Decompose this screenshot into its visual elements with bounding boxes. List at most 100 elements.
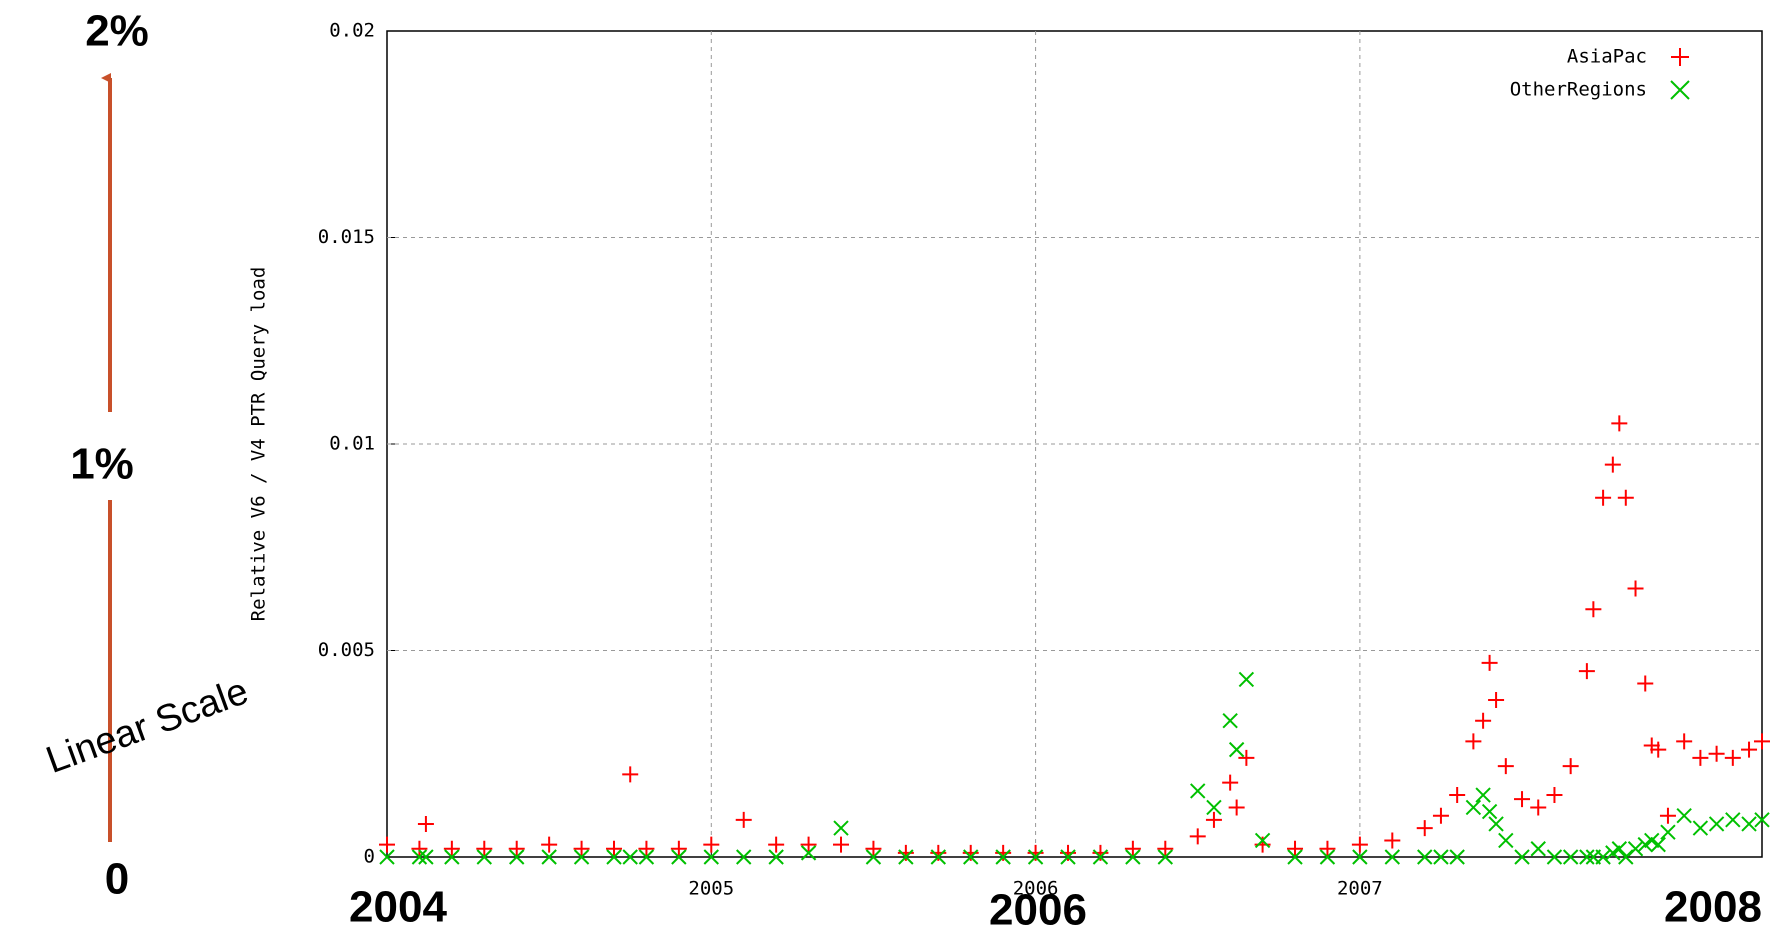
data-point bbox=[1384, 849, 1401, 865]
data-point bbox=[962, 844, 979, 861]
data-point bbox=[1514, 849, 1530, 865]
data-point bbox=[1546, 849, 1563, 865]
data-point bbox=[1189, 828, 1206, 845]
data-point bbox=[1725, 812, 1741, 828]
data-point bbox=[1676, 733, 1693, 750]
data-point bbox=[1604, 456, 1621, 473]
data-point bbox=[1660, 824, 1676, 840]
data-point bbox=[1692, 749, 1709, 766]
data-point bbox=[1650, 836, 1666, 853]
data-point bbox=[1319, 840, 1336, 857]
data-point bbox=[1530, 799, 1547, 816]
data-point bbox=[1206, 799, 1222, 816]
data-point bbox=[1475, 787, 1491, 803]
data-point bbox=[995, 844, 1012, 861]
data-point bbox=[1692, 820, 1709, 836]
data-point bbox=[638, 840, 655, 857]
data-point bbox=[1595, 849, 1611, 865]
annotation: Linear Scale bbox=[41, 670, 254, 782]
data-point bbox=[1741, 816, 1757, 832]
data-point bbox=[541, 836, 558, 853]
data-point bbox=[418, 849, 434, 865]
data-point bbox=[1124, 840, 1141, 857]
data-point bbox=[1416, 820, 1433, 837]
data-point bbox=[1228, 799, 1245, 816]
data-point bbox=[800, 845, 817, 861]
data-point bbox=[1562, 758, 1579, 775]
annotation: 1% bbox=[70, 440, 134, 489]
data-point bbox=[1352, 849, 1368, 865]
y-tick-label: 0 bbox=[364, 846, 375, 868]
data-point bbox=[1060, 844, 1077, 861]
data-point bbox=[898, 849, 914, 865]
data-point bbox=[1754, 812, 1770, 828]
data-point bbox=[1060, 849, 1076, 865]
data-point bbox=[1254, 832, 1271, 849]
data-point bbox=[1465, 799, 1482, 816]
data-point bbox=[736, 849, 752, 865]
data-point bbox=[1617, 489, 1634, 506]
data-point bbox=[1465, 733, 1482, 750]
data-point bbox=[1092, 849, 1109, 865]
data-point bbox=[1125, 849, 1141, 865]
data-point bbox=[379, 836, 395, 853]
data-point bbox=[703, 836, 720, 853]
data-point bbox=[1287, 849, 1303, 865]
data-point bbox=[1027, 844, 1044, 861]
data-point bbox=[865, 840, 882, 857]
data-point bbox=[768, 849, 784, 865]
data-point bbox=[1384, 832, 1401, 849]
data-point bbox=[1497, 758, 1514, 775]
data-point bbox=[1579, 849, 1595, 865]
data-point bbox=[1157, 849, 1174, 865]
data-point bbox=[638, 849, 655, 865]
y-tick-label: 0.01 bbox=[329, 433, 375, 455]
data-point bbox=[1205, 811, 1222, 828]
annotation: 2004 bbox=[349, 883, 447, 932]
data-point bbox=[1475, 712, 1492, 729]
data-point bbox=[930, 849, 947, 865]
data-point bbox=[411, 849, 428, 865]
annotation: 2006 bbox=[989, 886, 1087, 932]
data-point bbox=[1676, 807, 1692, 824]
data-point bbox=[508, 840, 525, 857]
legend-label: OtherRegions bbox=[1510, 79, 1647, 101]
x-tick-label: 2005 bbox=[688, 878, 734, 900]
data-point bbox=[476, 840, 493, 857]
data-point bbox=[1238, 749, 1255, 766]
data-point bbox=[670, 840, 687, 857]
data-point bbox=[1449, 849, 1465, 865]
data-point bbox=[1254, 836, 1271, 853]
data-point bbox=[1530, 841, 1546, 857]
y-axis-label: Relative V6 / V4 PTR Query load bbox=[248, 267, 270, 622]
data-point bbox=[622, 849, 638, 865]
x-tick-label: 2006 bbox=[1013, 878, 1059, 900]
annotation: 2% bbox=[85, 7, 149, 56]
data-point bbox=[476, 849, 492, 865]
data-point bbox=[1724, 749, 1741, 766]
data-point bbox=[1092, 844, 1109, 861]
data-point bbox=[1433, 849, 1449, 865]
data-point bbox=[1319, 849, 1336, 865]
data-point bbox=[703, 849, 719, 865]
data-point bbox=[444, 849, 460, 865]
data-point bbox=[1650, 741, 1667, 758]
data-point bbox=[1611, 841, 1628, 857]
data-point bbox=[573, 849, 590, 865]
data-point bbox=[1514, 791, 1531, 808]
data-point bbox=[897, 844, 914, 861]
data-point bbox=[1643, 737, 1660, 754]
legend-symbol bbox=[1671, 48, 1689, 66]
data-point bbox=[1222, 713, 1238, 729]
data-point bbox=[1708, 816, 1725, 832]
data-point bbox=[1498, 832, 1514, 849]
data-point bbox=[671, 849, 687, 865]
data-point bbox=[1627, 841, 1644, 857]
data-point bbox=[606, 849, 622, 865]
data-point bbox=[833, 820, 849, 836]
data-point bbox=[1417, 849, 1433, 865]
data-point bbox=[1585, 601, 1602, 618]
data-point bbox=[963, 849, 979, 865]
data-point bbox=[411, 840, 428, 857]
